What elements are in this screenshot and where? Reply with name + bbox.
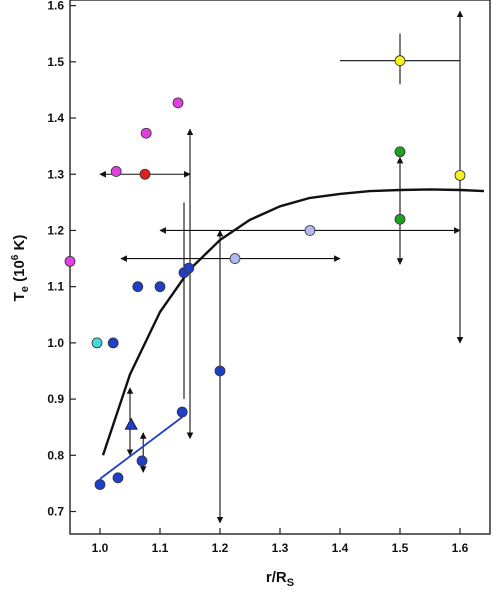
x-tick-label: 1.0 (92, 541, 109, 555)
y-axis-label-sub: e (19, 286, 31, 292)
x-tick-label: 1.1 (152, 541, 169, 555)
x-tick-label: 1.6 (452, 541, 469, 555)
data-point (112, 472, 124, 484)
fit-curve (99, 416, 183, 480)
data-point (140, 127, 152, 139)
y-tick-label: 1.5 (47, 55, 64, 69)
curves-layer (99, 188, 485, 480)
data-point (454, 169, 466, 181)
x-tick-label: 1.5 (392, 541, 409, 555)
x-axis-label: r/RS (266, 569, 294, 589)
y-axis-label-unit-prefix: (10 (11, 260, 28, 286)
points-layer (64, 55, 466, 490)
x-tick-label: 1.3 (272, 541, 289, 555)
data-point (304, 225, 316, 236)
y-tick-label: 1.4 (47, 111, 64, 125)
data-point (136, 455, 148, 467)
data-point (132, 281, 144, 293)
y-tick-label: 1.1 (47, 280, 64, 294)
y-axis-label-main: T (11, 292, 28, 301)
y-tick-label: 1.2 (47, 223, 64, 237)
data-point (394, 55, 406, 67)
x-axis: 1.0 1.1 1.2 1.3 1.4 1.5 1.6 (92, 528, 469, 555)
y-axis: 0.7 0.8 0.9 1.0 1.1 1.2 1.3 1.4 1.5 1.6 (47, 0, 76, 519)
data-point (110, 166, 122, 177)
data-point (107, 337, 119, 349)
data-point (64, 255, 76, 267)
data-point (124, 417, 138, 430)
x-axis-label-main: r/R (266, 569, 287, 586)
data-point (139, 168, 151, 180)
data-point (91, 337, 103, 349)
x-tick-label: 1.2 (212, 541, 229, 555)
y-axis-label-unit-exp: 6 (10, 254, 21, 260)
y-tick-label: 1.0 (47, 336, 64, 350)
error-bars-layer (99, 10, 464, 524)
x-tick-label: 1.4 (332, 541, 349, 555)
y-axis-label: Te (106 K) (10, 235, 31, 302)
y-axis-label-unit-suffix: K) (11, 235, 28, 255)
data-point (394, 213, 406, 225)
y-tick-label: 0.9 (47, 392, 64, 406)
data-point (214, 365, 226, 377)
y-tick-label: 0.7 (47, 505, 64, 519)
data-point (154, 281, 166, 293)
fit-curve (101, 188, 485, 456)
data-point (183, 262, 195, 274)
data-point (176, 406, 188, 418)
data-point (172, 97, 184, 109)
y-tick-label: 1.6 (47, 0, 64, 13)
y-tick-label: 1.3 (47, 167, 64, 181)
data-point (394, 146, 406, 158)
data-point (229, 253, 241, 264)
data-point (94, 479, 106, 490)
y-tick-label: 0.8 (47, 448, 64, 462)
x-axis-label-sub: S (287, 577, 294, 589)
